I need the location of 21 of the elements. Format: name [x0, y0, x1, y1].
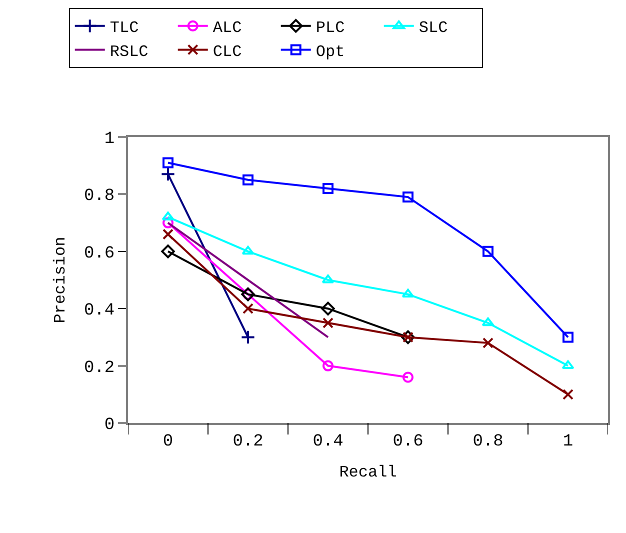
- y-axis-title: Precision: [51, 236, 70, 324]
- y-tick-label: 0.6: [84, 244, 115, 264]
- legend-label: SLC: [418, 19, 448, 38]
- y-tick-label: 0: [104, 416, 115, 435]
- y-tick-label: 0.2: [84, 358, 115, 378]
- x-tick-label: 0.2: [232, 432, 264, 452]
- x-tick-label: 0: [162, 432, 174, 452]
- x-axis-title: Recall: [339, 464, 397, 482]
- legend-label: PLC: [316, 19, 345, 38]
- y-tick-label: 1: [104, 130, 115, 149]
- y-tick-label: 0.8: [84, 187, 115, 206]
- y-tick-label: 0.4: [84, 302, 115, 321]
- legend-label: ALC: [212, 19, 242, 38]
- x-tick-label: 0.6: [392, 432, 424, 452]
- legend-label: TLC: [110, 19, 139, 38]
- legend-label: CLC: [212, 42, 242, 61]
- x-tick-label: 0.4: [312, 432, 344, 452]
- x-tick-label: 1: [562, 432, 574, 452]
- x-tick-label: 0.8: [472, 432, 504, 452]
- legend-label: Opt: [316, 42, 345, 61]
- legend-label: RSLC: [110, 42, 148, 61]
